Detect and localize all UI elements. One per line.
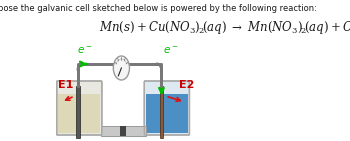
Bar: [120, 126, 126, 136]
FancyBboxPatch shape: [57, 81, 102, 135]
Bar: [76, 86, 80, 138]
Bar: [58, 94, 100, 133]
Bar: [160, 86, 163, 138]
Text: $Mn(s)+Cu\left(NO_3\right)_{\!2}\!(aq)\ \rightarrow\ Mn\left(NO_3\right)_{\!2}\!: $Mn(s)+Cu\left(NO_3\right)_{\!2}\!(aq)\ …: [99, 19, 350, 36]
Text: $e^-$: $e^-$: [163, 45, 179, 56]
Bar: [100, 126, 146, 136]
Text: E1: E1: [58, 80, 74, 90]
Text: $e^-$: $e^-$: [77, 45, 92, 56]
Circle shape: [113, 56, 130, 80]
FancyBboxPatch shape: [144, 81, 189, 135]
Text: E2: E2: [179, 80, 195, 90]
Bar: [146, 94, 188, 133]
Text: Suppose the galvanic cell sketched below is powered by the following reaction:: Suppose the galvanic cell sketched below…: [0, 4, 317, 13]
